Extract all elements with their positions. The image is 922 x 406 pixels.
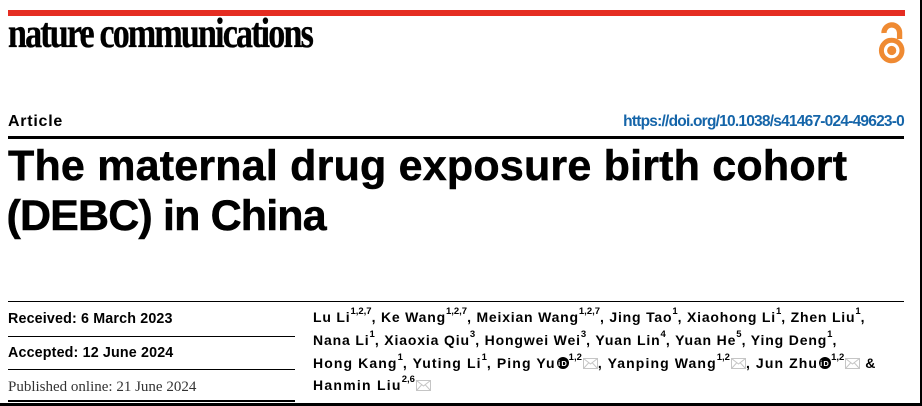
svg-text:iD: iD (820, 359, 830, 368)
svg-text:iD: iD (558, 359, 568, 368)
